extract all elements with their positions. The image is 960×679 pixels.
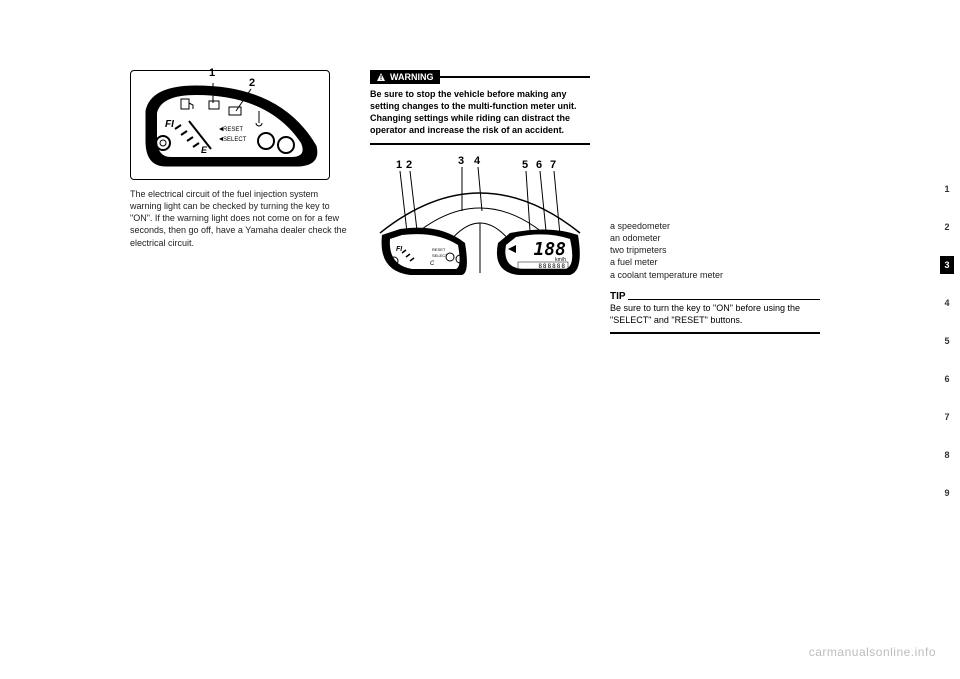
svg-text:C: C bbox=[430, 261, 435, 267]
gauge-svg: FI E RESET SEL bbox=[141, 81, 321, 171]
warning-body: Be sure to stop the vehicle before makin… bbox=[370, 88, 590, 137]
tab-7[interactable]: 7 bbox=[940, 408, 954, 426]
right-column: a speedometer an odometer two tripmeters… bbox=[610, 70, 820, 340]
cluster-callout-1: 1 bbox=[396, 159, 402, 171]
warning-chip: ! WARNING bbox=[370, 70, 440, 84]
warning-bar: ! WARNING bbox=[370, 70, 590, 84]
feature-item: a speedometer bbox=[610, 220, 820, 232]
left-column: 1 2 FI E bbox=[130, 70, 350, 255]
tip-divider bbox=[610, 332, 820, 334]
cluster-callout-2: 2 bbox=[406, 159, 412, 171]
tip-body: Be sure to turn the key to "ON" before u… bbox=[610, 302, 820, 326]
tip-block: TIP Be sure to turn the key to "ON" befo… bbox=[610, 291, 820, 334]
feature-item: two tripmeters bbox=[610, 244, 820, 256]
tab-2[interactable]: 2 bbox=[940, 218, 954, 236]
cluster-callout-3: 3 bbox=[458, 155, 464, 167]
warning-rule bbox=[440, 76, 591, 78]
chapter-tabs: 1 2 3 4 5 6 7 8 9 bbox=[940, 180, 954, 522]
gauge-figure: 1 2 FI E bbox=[130, 70, 330, 180]
tip-label: TIP bbox=[610, 291, 626, 302]
cluster-svg: FI C RESET SELECT 188 km/h 888888 bbox=[370, 153, 590, 303]
tab-5[interactable]: 5 bbox=[940, 332, 954, 350]
cluster-callout-5: 5 bbox=[522, 159, 528, 171]
watermark: carmanualsonline.info bbox=[809, 645, 936, 659]
svg-text:RESET: RESET bbox=[223, 127, 243, 133]
left-paragraph: The electrical circuit of the fuel injec… bbox=[130, 188, 350, 249]
feature-item: a fuel meter bbox=[610, 256, 820, 268]
callout-1: 1 bbox=[209, 67, 215, 79]
svg-text:RESET: RESET bbox=[432, 247, 446, 252]
middle-column: ! WARNING Be sure to stop the vehicle be… bbox=[370, 70, 590, 303]
cluster-callout-4: 4 bbox=[474, 155, 480, 167]
tab-4[interactable]: 4 bbox=[940, 294, 954, 312]
cluster-callout-7: 7 bbox=[550, 159, 556, 171]
feature-list: a speedometer an odometer two tripmeters… bbox=[610, 220, 820, 281]
feature-item: an odometer bbox=[610, 232, 820, 244]
tab-3[interactable]: 3 bbox=[940, 256, 954, 274]
tip-rule bbox=[628, 299, 820, 300]
svg-text:SELECT: SELECT bbox=[223, 137, 247, 143]
cluster-figure: FI C RESET SELECT 188 km/h 888888 bbox=[370, 153, 590, 303]
svg-text:E: E bbox=[201, 145, 208, 155]
svg-text:!: ! bbox=[380, 75, 382, 82]
svg-text:FI: FI bbox=[165, 119, 174, 130]
page-content: 1 2 FI E bbox=[130, 70, 830, 630]
divider-thick bbox=[370, 143, 590, 145]
tab-9[interactable]: 9 bbox=[940, 484, 954, 502]
tab-6[interactable]: 6 bbox=[940, 370, 954, 388]
tab-1[interactable]: 1 bbox=[940, 180, 954, 198]
warning-label: WARNING bbox=[390, 72, 434, 82]
tab-8[interactable]: 8 bbox=[940, 446, 954, 464]
cluster-callout-6: 6 bbox=[536, 159, 542, 171]
feature-item: a coolant temperature meter bbox=[610, 269, 820, 281]
warning-triangle-icon: ! bbox=[376, 72, 386, 82]
